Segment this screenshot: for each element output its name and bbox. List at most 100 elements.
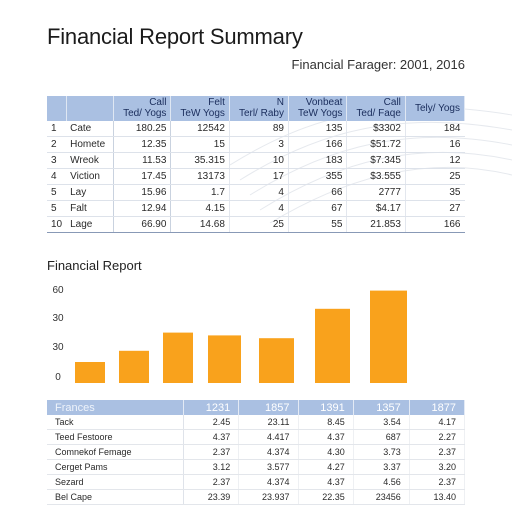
summary-table-cell: 15 (170, 136, 230, 153)
summary-table-cell: Falt (66, 200, 115, 217)
y-tick-label: 30 (52, 313, 64, 324)
details-table-cell: 2.45 (183, 415, 240, 430)
bar (208, 335, 241, 383)
summary-table-cell: Cate (66, 121, 115, 137)
summary-table-cell: 1 (47, 121, 67, 137)
details-table-cell: 3.20 (409, 459, 466, 475)
details-table-cell: Cerget Pams (47, 459, 184, 475)
summary-table-row: 10 Lage 66.90 14.68 25 55 21.853 166 (47, 216, 465, 233)
summary-table-cell: 55 (288, 216, 348, 233)
summary-table-row: 3 Wreok 11.53 35.315 10 183 $7.345 12 (47, 152, 465, 169)
summary-table-cell: 10 (229, 152, 289, 169)
details-table-cell: 23.11 (238, 415, 299, 430)
details-table-column-header: Frances (47, 400, 184, 415)
details-table-cell: 13.40 (409, 489, 466, 505)
summary-table-cell: 25 (229, 216, 289, 233)
details-table-row: Tack 2.45 23.11 8.45 3.54 4.17 (47, 415, 466, 430)
details-table-cell: 2.37 (409, 444, 466, 460)
summary-table-row: 2 Homete 12.35 15 3 166 $51.72 16 (47, 136, 465, 153)
summary-table-cell: $4.17 (346, 200, 406, 217)
details-table-cell: 4.30 (298, 444, 354, 460)
details-table-cell: 8.45 (298, 415, 354, 430)
summary-table-cell: 66 (288, 184, 348, 201)
details-table-body: Tack 2.45 23.11 8.45 3.54 4.17 Teed Festoore 4.… (47, 415, 466, 505)
summary-table-column-header: N Terl/ Raby (229, 96, 289, 121)
details-table-column-header: 1857 (238, 400, 299, 415)
summary-table-row: 4 Viction 17.45 13173 17 355 $3.555 25 (47, 168, 465, 185)
summary-table-column-header (66, 96, 115, 121)
summary-table-cell: Homete (66, 136, 115, 153)
summary-table-cell: Lay (66, 184, 115, 201)
summary-table-cell: 4.15 (170, 200, 230, 217)
details-table-cell: 4.374 (238, 474, 299, 490)
details-table-cell: 3.12 (183, 459, 240, 475)
summary-table-cell: 12 (405, 152, 465, 169)
details-table-header: Frances 1231 1857 1391 1357 1877 (47, 400, 466, 415)
summary-table-cell: 21.853 (346, 216, 406, 233)
bar (370, 290, 407, 383)
details-table: Frances 1231 1857 1391 1357 1877 Tack 2.45 23.1… (47, 400, 466, 505)
y-tick-label: 0 (55, 372, 61, 383)
summary-table-cell: 166 (405, 216, 465, 233)
details-table-column-header: 1877 (409, 400, 466, 415)
summary-table-cell: 3 (47, 152, 67, 169)
summary-table-cell: 17 (229, 168, 289, 185)
summary-table-cell: 135 (288, 121, 348, 137)
summary-table-cell: 12.94 (113, 200, 172, 217)
summary-table-cell: 16 (405, 136, 465, 153)
summary-table-cell: 5 (47, 200, 67, 217)
y-tick-label: 60 (52, 285, 64, 296)
summary-table-column-header: Call Ted/ Faqe (346, 96, 406, 121)
summary-table-row: 5 Falt 12.94 4.15 4 67 $4.17 27 (47, 200, 465, 217)
summary-table-cell: 2 (47, 136, 67, 153)
details-table-cell: 4.37 (183, 429, 240, 445)
summary-table-header: Call Ted/ Yogs Felt TeW Yogs N Terl/ Raby Vonb… (47, 96, 466, 121)
details-table-cell: 3.73 (353, 444, 410, 460)
summary-table-column-header: Tely/ Yogs (405, 96, 466, 121)
summary-table-row: 1 Cate 180.25 12542 89 135 $3302 184 (47, 121, 465, 137)
details-table-cell: 4.37 (298, 429, 354, 445)
details-table-cell: 23.937 (238, 489, 299, 505)
details-table-cell: Bel Cape (47, 489, 184, 505)
bar-chart: 60 30 30 0 (52, 285, 407, 383)
details-table-cell: 2.27 (409, 429, 466, 445)
summary-table-cell: 89 (229, 121, 289, 137)
summary-table-column-header: Vonbeat TeW Yogs (288, 96, 348, 121)
details-table-cell: 2.37 (183, 474, 240, 490)
summary-table-cell: 13173 (170, 168, 230, 185)
summary-table-cell: 67 (288, 200, 348, 217)
summary-table-cell: Lage (66, 216, 115, 233)
summary-table-cell: 11.53 (113, 152, 172, 169)
details-table-cell: 4.27 (298, 459, 354, 475)
details-table-column-header: 1357 (353, 400, 410, 415)
details-table-cell: 4.17 (409, 415, 466, 430)
report-title: Financial Report Summary (47, 24, 303, 49)
summary-table-cell: 15.96 (113, 184, 172, 201)
summary-table-cell: 35.315 (170, 152, 230, 169)
summary-table-header-row: Call Ted/ Yogs Felt TeW Yogs N Terl/ Raby Vonb… (47, 96, 466, 121)
summary-table-cell: Viction (66, 168, 115, 185)
summary-table-column-header: Felt TeW Yogs (170, 96, 230, 121)
summary-table-cell: 4 (229, 200, 289, 217)
summary-table-column-header: Call Ted/ Yogs (113, 96, 172, 121)
bar (75, 362, 105, 383)
summary-table-cell: 4 (47, 168, 67, 185)
details-table-row: Sezard 2.37 4.374 4.37 4.56 2.37 (47, 474, 466, 490)
summary-table-cell: 2777 (346, 184, 406, 201)
summary-table-cell: 5 (47, 184, 67, 201)
details-table-cell: 3.37 (353, 459, 410, 475)
bar (315, 308, 350, 383)
summary-table-cell: 4 (229, 184, 289, 201)
report-subtitle: Financial Farager: 2001, 2016 (291, 57, 465, 72)
summary-table-cell: 180.25 (113, 121, 172, 137)
details-table-cell: 3.54 (353, 415, 410, 430)
chart-title: Financial Report (47, 258, 142, 273)
summary-table: Call Ted/ Yogs Felt TeW Yogs N Terl/ Raby Vonb… (47, 96, 466, 233)
details-table-column-header: 1231 (183, 400, 240, 415)
details-table-column-header: 1391 (298, 400, 354, 415)
summary-table-column-header (47, 96, 67, 121)
summary-table-cell: Wreok (66, 152, 115, 169)
details-table-row: Cerget Pams 3.12 3.577 4.27 3.37 3.20 (47, 459, 466, 475)
y-tick-label: 30 (52, 342, 64, 353)
details-table-cell: Sezard (47, 474, 184, 490)
